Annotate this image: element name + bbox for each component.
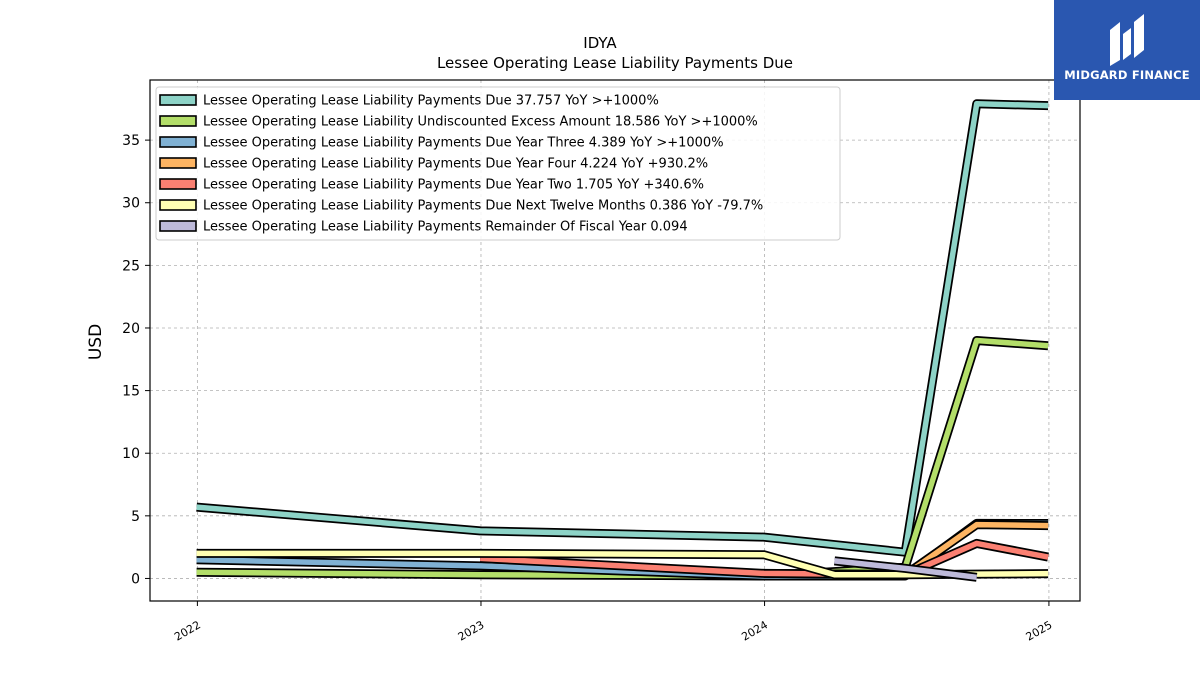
chart-title: IDYA [583, 34, 617, 52]
y-tick-label: 0 [131, 571, 140, 587]
y-ticks: 0 5 10 15 20 25 30 35 [122, 133, 150, 587]
legend-entry: Lessee Operating Lease Liability Undisco… [203, 115, 758, 130]
plot-frame [149, 79, 1081, 602]
legend-entry: Lessee Operating Lease Liability Payment… [203, 220, 688, 235]
legend: Lessee Operating Lease Liability Payment… [155, 86, 841, 241]
legend-swatch [159, 157, 197, 169]
midgard-logo-icon [1110, 14, 1144, 66]
brand-logo: MIDGARD FINANCE [1054, 0, 1200, 100]
chart-subtitle: Lessee Operating Lease Liability Payment… [437, 54, 793, 72]
y-tick-label: 35 [122, 133, 140, 149]
legend-swatch [159, 94, 197, 106]
x-tick-label: 2022 [172, 618, 203, 643]
series-line [196, 99, 1049, 557]
y-tick-label: 20 [122, 321, 140, 337]
legend-entry: Lessee Operating Lease Liability Payment… [203, 157, 708, 172]
legend-entry: Lessee Operating Lease Liability Payment… [203, 199, 763, 214]
legend-entry: Lessee Operating Lease Liability Payment… [203, 136, 724, 151]
y-tick-label: 25 [122, 258, 140, 274]
legend-swatch [159, 115, 197, 127]
y-tick-label: 10 [122, 446, 140, 462]
logo-text: MIDGARD FINANCE [1064, 68, 1190, 82]
series-line [834, 556, 978, 582]
legend-swatch [159, 220, 197, 232]
y-tick-label: 30 [122, 196, 140, 212]
y-axis-label: USD [86, 324, 106, 360]
x-ticks: 2022 2023 2024 2025 [172, 601, 1054, 644]
legend-swatch [159, 199, 197, 211]
legend-entry: Lessee Operating Lease Liability Payment… [203, 178, 704, 193]
legend-entry: Lessee Operating Lease Liability Payment… [203, 94, 659, 109]
x-tick-label: 2025 [1024, 618, 1055, 643]
legend-swatch [159, 136, 197, 148]
series-path [834, 558, 978, 581]
x-tick-label: 2024 [739, 618, 770, 643]
legend-box [155, 86, 841, 241]
x-tick-label: 2023 [456, 618, 487, 643]
y-tick-label: 15 [122, 384, 140, 400]
series-path [196, 101, 1049, 555]
legend-swatch [159, 178, 197, 190]
series-lines [196, 99, 1049, 582]
y-tick-label: 5 [131, 509, 140, 525]
